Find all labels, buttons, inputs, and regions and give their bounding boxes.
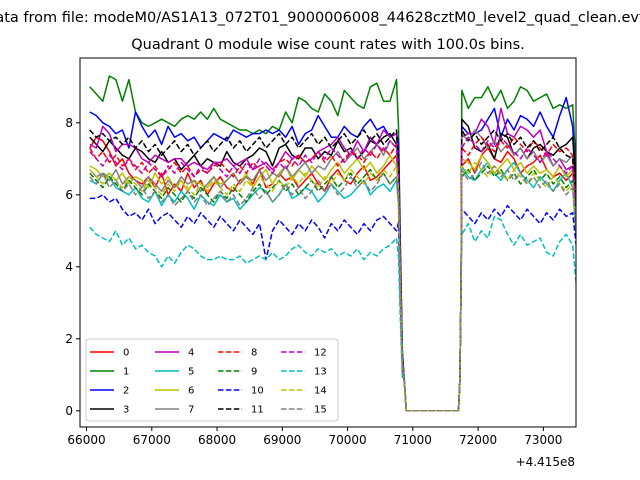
legend-label: 9: [251, 367, 257, 378]
series-line-13: [89, 215, 576, 412]
series-line-1: [89, 75, 576, 412]
series-line-15: [89, 161, 576, 412]
legend-box: [85, 338, 339, 422]
legend-label: 0: [123, 348, 129, 359]
x-axis: 66000 67000 68000 69000 70000 71000 72000 73000: [67, 427, 562, 447]
series-line-2: [89, 96, 576, 412]
y-tick-label: 4: [65, 260, 73, 274]
x-tick-label: 66000: [67, 433, 105, 447]
series-line-6: [89, 154, 576, 412]
series-line-7: [89, 129, 576, 412]
legend-label: 13: [314, 367, 327, 378]
y-tick-label: 6: [65, 188, 73, 202]
series-line-11: [89, 129, 576, 412]
plot-frame: [79, 57, 577, 428]
y-axis: 0 2 4 6 8: [65, 116, 80, 418]
legend-label: 4: [188, 348, 194, 359]
chart-title: Quadrant 0 module wise count rates with …: [131, 37, 525, 53]
legend-label: 10: [251, 386, 264, 397]
series-line-4: [89, 107, 576, 412]
series-line-10: [89, 194, 576, 412]
series-layer: [89, 75, 576, 412]
series-line-8: [89, 136, 576, 412]
x-offset-label: +4.415e8: [516, 455, 575, 469]
x-tick-label: 73000: [524, 433, 562, 447]
series-line-12: [89, 136, 576, 412]
x-tick-label: 70000: [328, 433, 366, 447]
legend-label: 15: [314, 405, 327, 416]
legend-label: 7: [188, 405, 194, 416]
x-tick-label: 72000: [459, 433, 497, 447]
x-tick-label: 69000: [263, 433, 301, 447]
x-tick-label: 71000: [394, 433, 432, 447]
x-tick-label: 68000: [198, 433, 236, 447]
legend-label: 6: [188, 386, 194, 397]
y-tick-label: 0: [65, 404, 73, 418]
x-tick-label: 67000: [133, 433, 171, 447]
legend-label: 12: [314, 348, 327, 359]
chart-suptitle: ata from file: modeM0/AS1A13_072T01_9000…: [0, 10, 640, 26]
legend-label: 5: [188, 367, 194, 378]
legend-label: 11: [251, 405, 264, 416]
y-tick-label: 8: [65, 116, 73, 130]
legend-label: 1: [123, 367, 129, 378]
series-line-14: [89, 161, 576, 412]
legend-label: 3: [123, 405, 129, 416]
legend-label: 2: [123, 386, 129, 397]
y-tick-label: 2: [65, 332, 73, 346]
legend-label: 8: [251, 348, 257, 359]
legend-label: 14: [314, 386, 327, 397]
